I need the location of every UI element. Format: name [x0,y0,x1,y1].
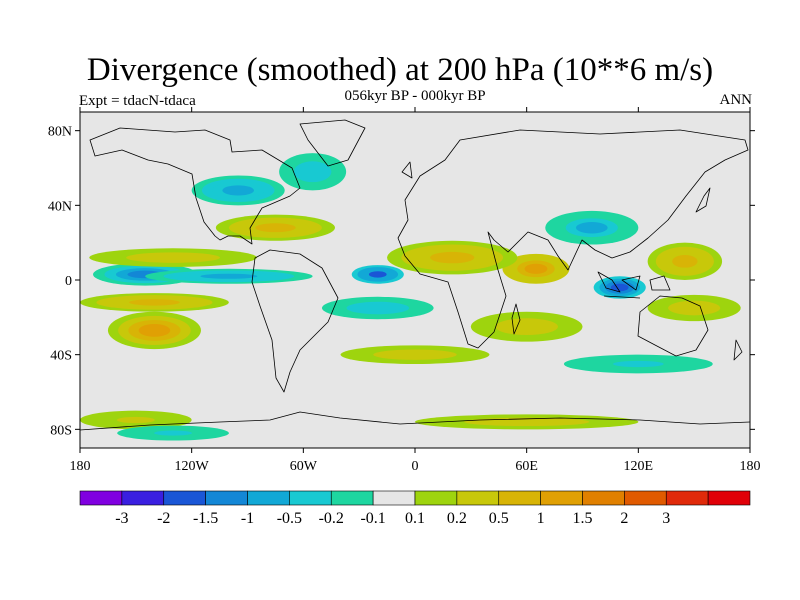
lon-tick-label: 0 [412,459,419,474]
colorbar-label: -0.2 [319,510,344,527]
contour-region [613,360,664,368]
colorbar-label: 1 [537,510,545,527]
contour-region [138,324,171,337]
coastline-north-america [89,127,301,245]
coastline-australia [637,295,709,357]
colorbar-swatch [540,490,583,506]
lat-tick-label: 40S [50,349,72,364]
colorbar-swatch [414,490,458,506]
coastline-eurasia-africa [397,129,749,349]
colorbar-swatch [707,490,751,506]
colorbar-label: -2 [157,510,170,527]
colorbar-swatch [624,490,667,506]
colorbar-swatch [665,490,709,506]
colorbar-swatch [330,490,374,506]
colorbar-label: 3 [662,510,670,527]
coastline-japan [695,187,711,213]
lon-tick-label: 120E [624,459,654,474]
colorbar-swatch [163,490,206,506]
colorbar-swatch [498,490,541,506]
contour-region [672,254,698,268]
coastline-madagascar [511,303,521,335]
lat-tick-label: 80S [50,423,72,438]
colorbar-swatch [121,490,165,506]
contour-region [575,222,608,234]
colorbar: -3 -2 -1.5 -1 -0.5 -0.2 -0.1 0.1 0.2 0.5 1 1.5 2 3 [79,490,751,527]
colorbar-label: -1.5 [193,510,218,527]
contour-region [488,419,565,425]
contour-region [154,430,193,436]
colorbar-swatch [582,490,625,506]
lon-tick-label: 180 [70,459,91,474]
contour-region [358,304,397,312]
contour-region [222,185,255,196]
colorbar-swatch [289,490,332,506]
lat-tick-label: 80N [48,125,72,140]
lon-tick-label: 180 [740,459,761,474]
colorbar-label: -0.1 [360,510,385,527]
coastline-greenland [299,119,366,167]
contour-region [301,165,325,179]
contour-region [678,303,710,313]
colorbar-swatch [79,490,123,506]
coastline-british-isles [401,161,413,179]
colorbar-swatch [456,490,500,506]
contour-region [430,251,475,264]
lon-tick-label: 60W [290,459,318,474]
contour-region [144,254,202,261]
colorbar-label: -3 [115,510,128,527]
colorbar-label: -1 [241,510,254,527]
contour-region [200,273,258,279]
contour-region [389,351,441,358]
coastline-new-zealand [733,339,743,361]
colorbar-swatch [205,490,248,506]
colorbar-label: 2 [620,510,628,527]
contour-region [255,223,296,233]
contour-region [129,299,180,306]
plot-title: Divergence (smoothed) at 200 hPa (10**6 … [86,52,714,88]
lat-tick-label: 40N [48,199,72,214]
season-label: ANN [719,92,753,108]
contour-region [524,263,548,274]
contour-region [507,321,546,332]
experiment-label: Expt = tdacN-tdaca [79,93,196,109]
lon-tick-label: 120W [175,459,210,474]
period-label: 056kyr BP - 000kyr BP [344,88,486,104]
colorbar-label: 0.5 [489,510,509,527]
contour-region [368,271,387,278]
lat-tick-label: 0 [65,274,72,289]
coastline-indonesia [597,271,671,299]
colorbar-label: 1.5 [573,510,593,527]
colorbar-swatch [247,490,290,506]
coastline-antarctica [80,411,750,431]
colorbar-label: 0.2 [447,510,467,527]
colorbar-swatch [372,490,416,506]
colorbar-label: -0.5 [277,510,302,527]
colorbar-label: 0.1 [405,510,425,527]
lon-tick-label: 60E [515,459,538,474]
coastline-south-america [251,249,339,393]
contour-region [116,416,155,424]
